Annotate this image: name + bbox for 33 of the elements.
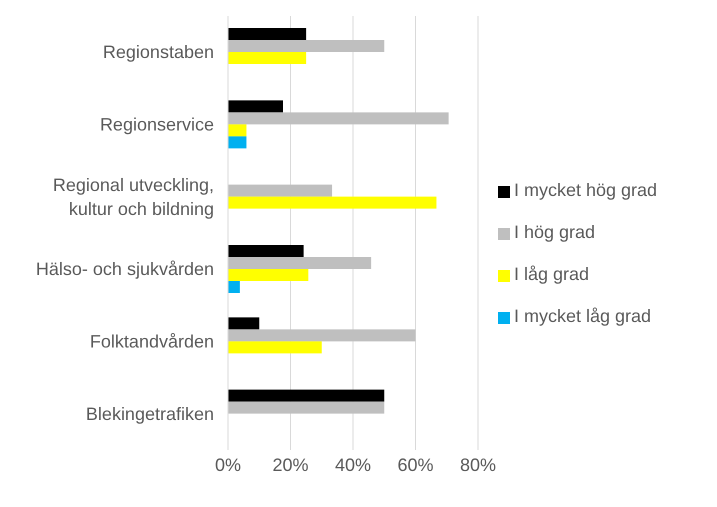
y-tick-label: Regional utveckling, kultur och bildning bbox=[52, 174, 214, 219]
bar bbox=[228, 100, 283, 112]
y-tick-label: Hälso- och sjukvården bbox=[36, 259, 214, 280]
bar bbox=[228, 136, 246, 148]
bar bbox=[228, 28, 306, 40]
bar bbox=[228, 329, 416, 342]
bar bbox=[228, 52, 306, 64]
bar bbox=[228, 196, 436, 209]
bar bbox=[228, 112, 449, 124]
y-tick-label: Blekingetrafiken bbox=[86, 404, 214, 424]
bar bbox=[228, 269, 308, 281]
x-tick-label: 60% bbox=[397, 454, 434, 475]
x-tick-label: 20% bbox=[272, 454, 309, 475]
y-tick-label: Regionservice bbox=[100, 114, 214, 134]
legend-label: I låg grad bbox=[514, 264, 590, 284]
x-tick-label: 0% bbox=[214, 454, 242, 475]
bar bbox=[228, 245, 304, 257]
y-tick-label: Folktandvården bbox=[90, 332, 214, 352]
bar bbox=[228, 341, 322, 354]
bar bbox=[228, 402, 384, 414]
bar bbox=[228, 317, 260, 330]
bar bbox=[228, 40, 384, 52]
legend-label: I mycket låg grad bbox=[514, 306, 652, 326]
x-tick-label: 80% bbox=[460, 454, 496, 475]
bar bbox=[228, 390, 384, 402]
legend-label: I hög grad bbox=[514, 222, 596, 242]
bar bbox=[228, 257, 372, 269]
legend-label: I mycket hög grad bbox=[514, 180, 658, 200]
bar bbox=[228, 124, 246, 136]
bar bbox=[228, 184, 332, 197]
x-tick-label: 40% bbox=[334, 454, 372, 475]
bar bbox=[228, 281, 240, 293]
y-tick-label: Regionstaben bbox=[102, 42, 214, 62]
